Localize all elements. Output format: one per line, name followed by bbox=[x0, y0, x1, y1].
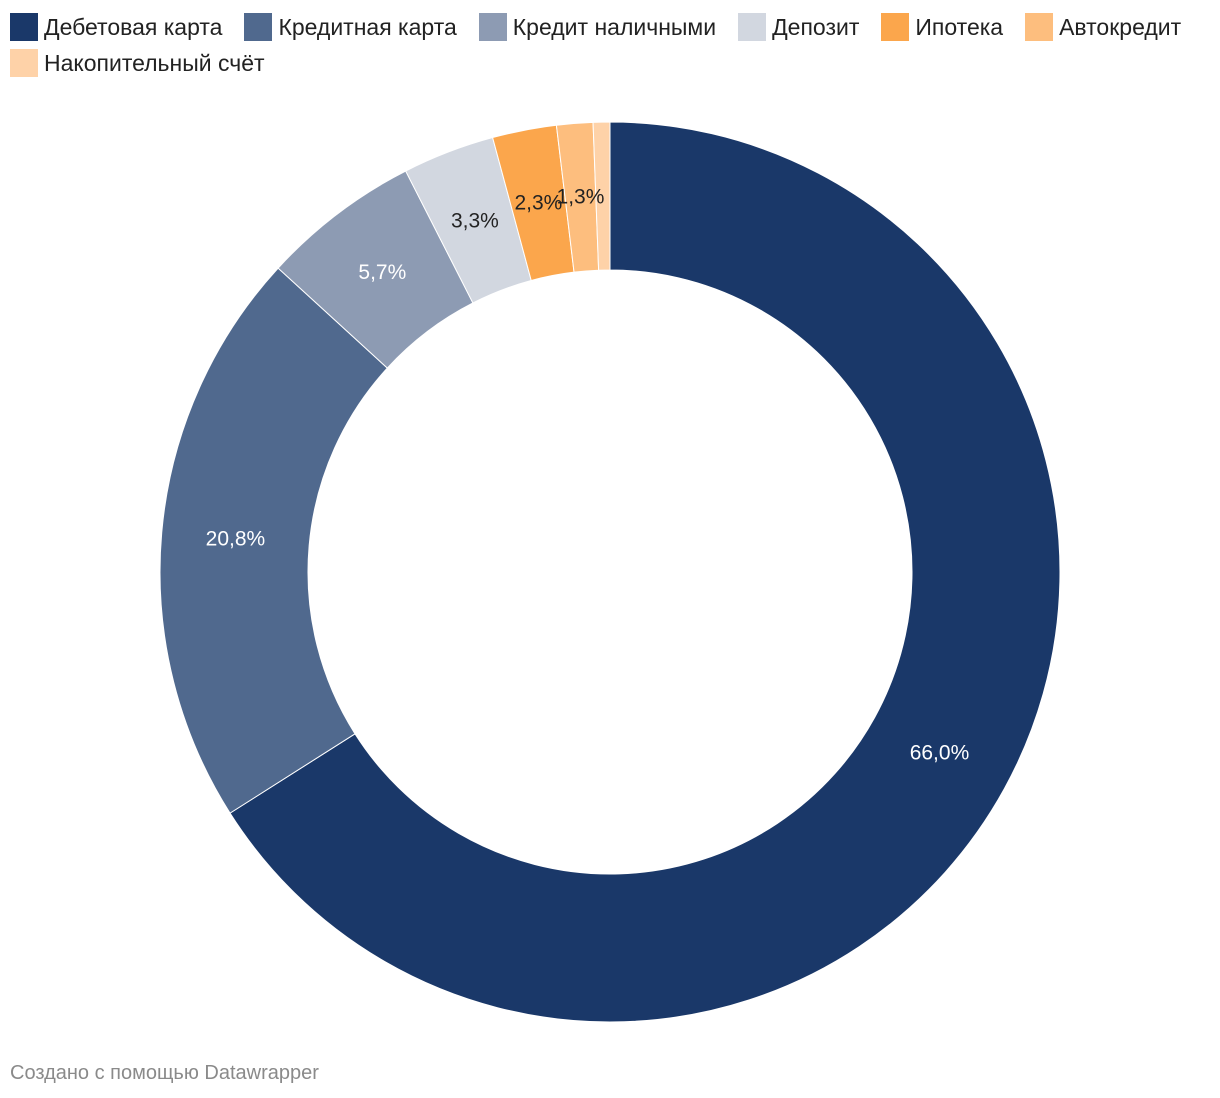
legend-swatch bbox=[881, 13, 910, 41]
slice-label: 20,8% bbox=[206, 527, 266, 550]
legend-item: Автокредит bbox=[1025, 12, 1181, 42]
legend-swatch bbox=[1025, 13, 1054, 41]
donut-slice[interactable] bbox=[159, 267, 388, 814]
legend-swatch bbox=[10, 49, 38, 77]
legend-label: Депозит bbox=[772, 14, 860, 40]
legend-item: Накопительный счёт bbox=[10, 48, 265, 78]
legend-swatch bbox=[10, 13, 38, 41]
slice-label: 5,7% bbox=[358, 261, 406, 284]
legend-swatch bbox=[478, 13, 507, 41]
legend-swatch bbox=[244, 13, 273, 41]
legend-item: Ипотека bbox=[881, 12, 1003, 42]
legend-item: Депозит bbox=[738, 12, 859, 42]
footer-credit[interactable]: Создано с помощью Datawrapper bbox=[10, 1062, 319, 1084]
legend-label: Дебетовая карта bbox=[44, 14, 223, 40]
legend-item: Кредитная карта bbox=[244, 12, 457, 42]
legend-label: Кредит наличными bbox=[512, 14, 717, 40]
slice-label: 2,3% bbox=[514, 191, 562, 214]
legend-label: Кредитная карта bbox=[278, 14, 457, 40]
legend-item: Кредит наличными bbox=[478, 12, 717, 42]
donut-slice[interactable] bbox=[229, 121, 1061, 1023]
legend-label: Автокредит bbox=[1059, 14, 1182, 40]
chart-legend: Дебетовая карта Кредитная карта Кредит нал… bbox=[10, 12, 1200, 78]
slice-label: 3,3% bbox=[451, 210, 499, 233]
legend-item: Дебетовая карта bbox=[10, 12, 222, 42]
legend-label: Накопительный счёт bbox=[44, 50, 265, 76]
slice-label: 1,3% bbox=[557, 186, 605, 209]
donut-slice[interactable] bbox=[592, 121, 611, 271]
legend-swatch bbox=[738, 13, 767, 41]
legend-label: Ипотека bbox=[915, 14, 1004, 40]
slice-label: 66,0% bbox=[910, 742, 970, 765]
